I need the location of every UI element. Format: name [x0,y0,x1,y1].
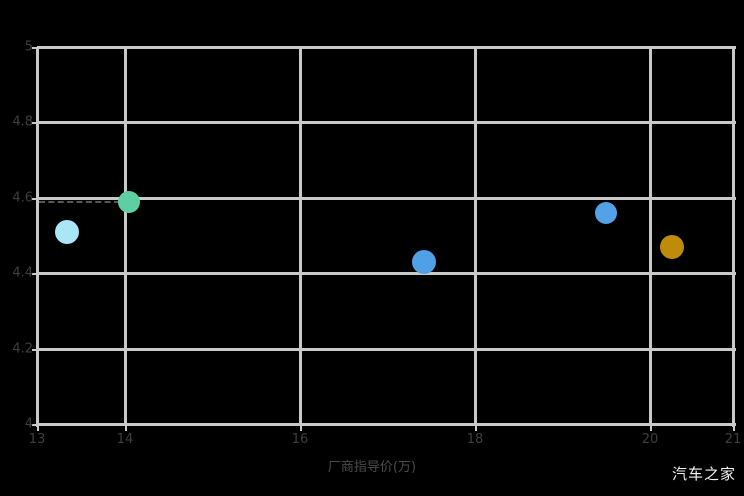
gridline-x-18 [474,47,477,424]
scatter-point-1[interactable] [54,219,79,244]
gridline-y-4.6 [37,197,736,200]
y-tick-5 [32,47,37,49]
scatter-point-2[interactable] [117,190,140,213]
y-tick-label-4.8: 4.8 [12,114,33,130]
gridline-x-16 [299,47,302,424]
x-tick-18 [475,426,477,431]
plot-border-right [732,47,735,427]
x-tick-14 [125,426,127,431]
autohome-watermark: 汽车之家 [671,465,736,483]
y-tick-4.6 [32,198,37,200]
y-tick-4.8 [32,122,37,124]
scatter-point-4[interactable] [595,201,618,224]
y-tick-label-4.2: 4.2 [12,341,33,357]
y-tick-label-4.6: 4.6 [12,190,33,206]
x-tick-label-16: 16 [291,432,309,447]
y-tick-4.2 [32,349,37,351]
x-tick-21 [733,426,735,431]
x-tick-label-18: 18 [466,432,484,447]
gridline-x-14 [124,47,127,424]
gridline-y-4.8 [37,121,736,124]
x-tick-label-14: 14 [116,432,134,447]
y-tick-4 [32,424,37,426]
leader-line-0 [38,200,121,203]
y-tick-label-4: 4 [24,416,33,432]
plot-border-left [36,47,39,427]
x-tick-label-20: 20 [641,432,659,447]
gridline-y-4.4 [37,272,736,275]
plot-border-bottom [37,423,736,426]
y-tick-label-4.4: 4.4 [12,265,33,281]
x-axis-title: 厂商指导价(万) [327,460,417,475]
x-tick-20 [650,426,652,431]
y-tick-4.4 [32,273,37,275]
gridline-y-4.2 [37,348,736,351]
plot-border-top [37,46,736,49]
scatter-point-3[interactable] [411,249,436,274]
x-tick-label-21: 21 [724,432,742,447]
x-tick-13 [37,426,39,431]
x-tick-16 [300,426,302,431]
y-tick-label-5: 5 [24,39,33,55]
scatter-point-5[interactable] [659,234,684,259]
x-tick-label-13: 13 [28,432,46,447]
gridline-x-20 [649,47,652,424]
